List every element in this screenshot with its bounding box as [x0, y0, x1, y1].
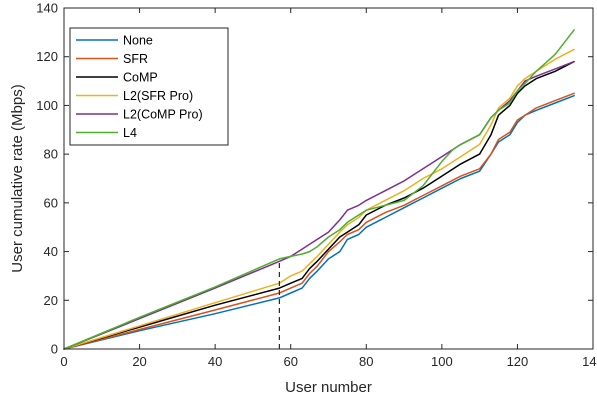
y-axis-label: User cumulative rate (Mbps) [9, 84, 26, 272]
y-tick-label: 80 [44, 147, 58, 162]
legend-label-none: None [123, 34, 153, 48]
x-tick-label: 120 [507, 354, 529, 369]
y-tick-label: 120 [36, 49, 58, 64]
y-tick-label: 100 [36, 98, 58, 113]
y-tick-label: 20 [44, 293, 58, 308]
x-tick-label: 0 [60, 354, 67, 369]
legend-label-l4: L4 [123, 126, 137, 140]
x-tick-label: 40 [208, 354, 222, 369]
x-tick-label: 20 [132, 354, 146, 369]
x-tick-label: 80 [359, 354, 373, 369]
x-tick-label: 140 [582, 354, 597, 369]
plot-frame [63, 7, 594, 350]
legend-box [69, 27, 229, 146]
series-line-l4 [63, 29, 575, 350]
legend-label-l2-sfr-pro: L2(SFR Pro) [123, 89, 193, 103]
series-line-none [63, 94, 575, 350]
legend-label-l2-comp-pro: L2(CoMP Pro) [123, 108, 203, 122]
tick-labels: 0 20 40 60 80 100 120 140 0 20 40 60 80 100 120 140 [36, 1, 597, 370]
series-line-l2-sfr-pro [63, 48, 575, 350]
y-tick-label: 0 [51, 342, 58, 357]
axes [63, 7, 594, 350]
y-tick-label: 140 [36, 1, 58, 16]
x-tick-label: 60 [283, 354, 297, 369]
x-axis-label: User number [285, 379, 372, 396]
y-tick-label: 40 [44, 244, 58, 259]
x-tick-label: 100 [431, 354, 453, 369]
legend: None SFR CoMP L2(SFR Pro) L2(CoMP Pro) L4 [69, 27, 229, 146]
series-line-sfr [63, 92, 575, 350]
plot-lines [63, 29, 575, 350]
legend-label-comp: CoMP [123, 71, 158, 85]
y-tick-label: 60 [44, 195, 58, 210]
legend-label-sfr: SFR [123, 52, 148, 66]
